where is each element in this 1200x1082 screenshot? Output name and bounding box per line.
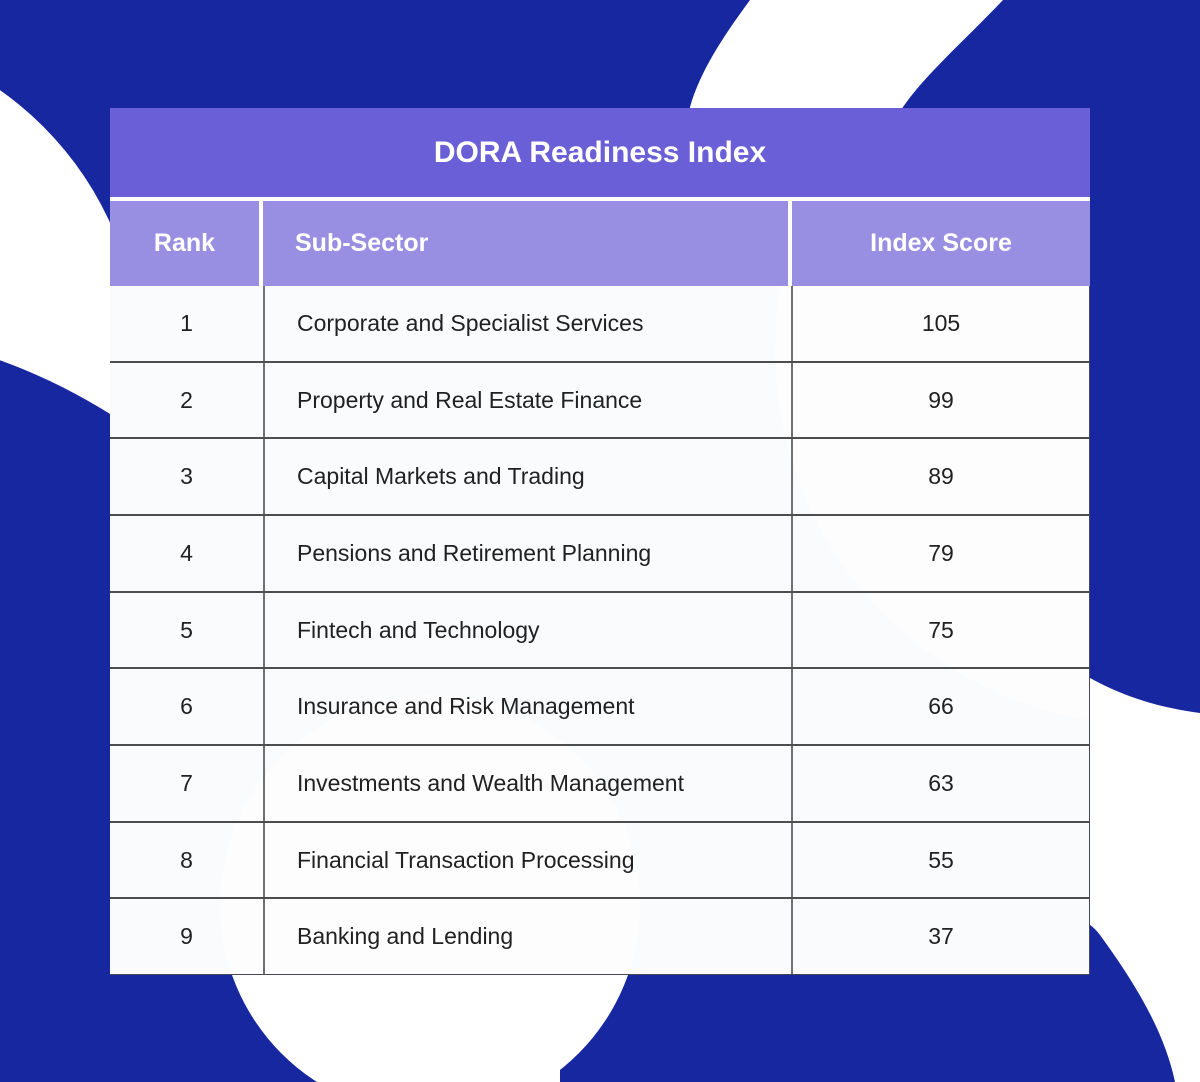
- table-row: 1 Corporate and Specialist Services 105: [110, 286, 1089, 361]
- sub-sector-cell: Financial Transaction Processing: [263, 822, 791, 898]
- table: DORA Readiness Index Rank Sub-Sector Ind…: [110, 108, 1090, 975]
- column-header-index-score: Index Score: [792, 201, 1090, 286]
- rank-cell: 9: [180, 923, 193, 950]
- table-title-bar: DORA Readiness Index: [110, 108, 1090, 197]
- table-row: 6 Insurance and Risk Management 66: [110, 667, 1089, 745]
- rank-cell: 3: [180, 463, 193, 490]
- table-row: 9 Banking and Lending 37: [110, 897, 1089, 975]
- table-body: 1 Corporate and Specialist Services 105 …: [110, 286, 1090, 975]
- table-row: 7 Investments and Wealth Management 63: [110, 744, 1089, 821]
- table-row: 3 Capital Markets and Trading 89: [110, 437, 1089, 515]
- rank-cell: 2: [180, 386, 193, 413]
- sub-sector-cell: Corporate and Specialist Services: [263, 286, 791, 361]
- rank-cell: 4: [180, 539, 193, 566]
- sub-sector-cell: Banking and Lending: [263, 899, 791, 975]
- table-row: 5 Fintech and Technology 75: [110, 590, 1089, 668]
- rank-cell: 1: [180, 309, 193, 336]
- sub-sector-cell: Investments and Wealth Management: [263, 746, 791, 821]
- sub-sector-cell: Fintech and Technology: [263, 592, 791, 668]
- rank-cell: 6: [180, 693, 193, 720]
- score-cell: 89: [791, 439, 1089, 515]
- dora-index-card: DORA Readiness Index Rank Sub-Sector Ind…: [110, 108, 1090, 975]
- table-row: 8 Financial Transaction Processing 55: [110, 820, 1089, 898]
- score-cell: 99: [791, 362, 1089, 438]
- score-cell: 79: [791, 516, 1089, 591]
- rank-cell: 5: [180, 616, 193, 643]
- sub-sector-cell: Insurance and Risk Management: [263, 669, 791, 745]
- score-cell: 66: [791, 669, 1089, 745]
- score-cell: 105: [791, 286, 1089, 361]
- column-header-rank: Rank: [110, 201, 263, 286]
- table-row: 2 Property and Real Estate Finance 99: [110, 360, 1089, 438]
- column-header-sub-sector: Sub-Sector: [263, 201, 792, 286]
- sub-sector-cell: Property and Real Estate Finance: [263, 362, 791, 438]
- score-cell: 75: [791, 592, 1089, 668]
- rank-cell: 7: [180, 769, 193, 796]
- table-header-row: Rank Sub-Sector Index Score: [110, 201, 1090, 286]
- divider: [110, 197, 1090, 201]
- rank-cell: 8: [180, 846, 193, 873]
- sub-sector-cell: Capital Markets and Trading: [263, 439, 791, 515]
- page-title: DORA Readiness Index: [433, 135, 767, 169]
- table-row: 4 Pensions and Retirement Planning 79: [110, 514, 1089, 591]
- sub-sector-cell: Pensions and Retirement Planning: [263, 516, 791, 591]
- score-cell: 37: [791, 899, 1089, 975]
- score-cell: 63: [791, 746, 1089, 821]
- score-cell: 55: [791, 822, 1089, 898]
